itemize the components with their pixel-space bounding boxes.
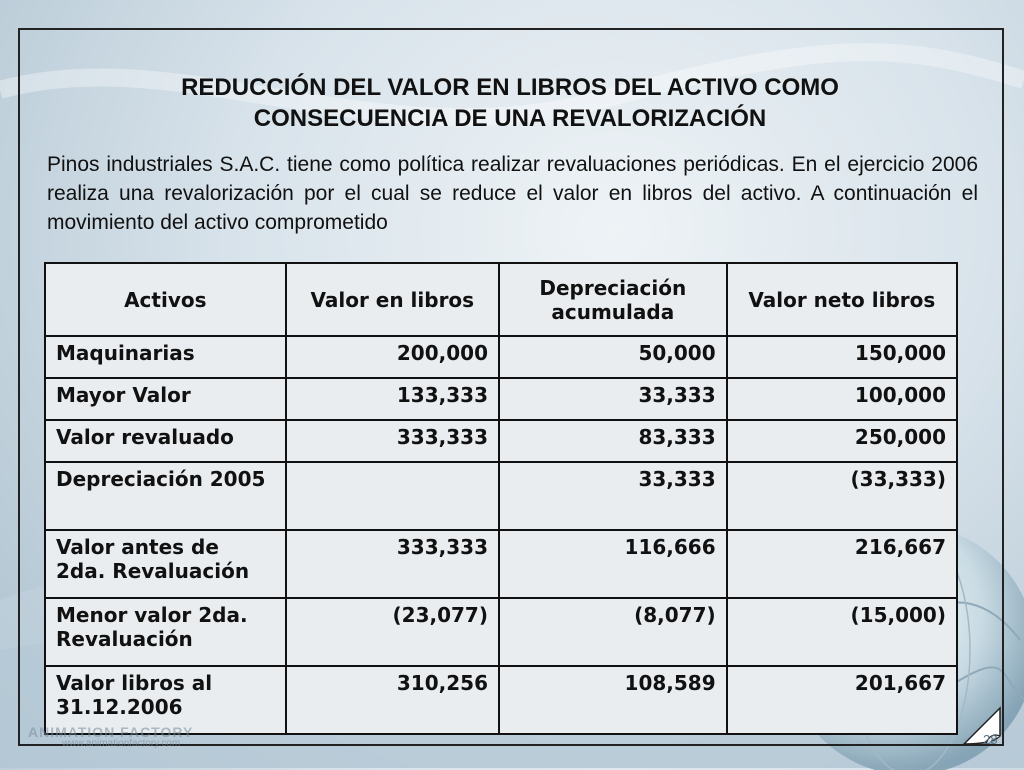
table-cell: 333,333 [284, 529, 500, 599]
table-cell: 333,333 [284, 419, 500, 463]
table-cell: Menor valor 2da. Revaluación [44, 597, 287, 667]
table-cell [284, 461, 500, 531]
table-cell: Valor revaluado [44, 419, 287, 463]
table-cell: 100,000 [725, 377, 959, 421]
slide-frame [18, 28, 1004, 746]
table-cell: 133,333 [284, 377, 500, 421]
table-header-row: Activos Valor en libros Depreciación acu… [44, 262, 959, 337]
page-curl-icon [962, 706, 1001, 745]
slide-title: REDUCCIÓN DEL VALOR EN LIBROS DEL ACTIVO… [60, 72, 960, 134]
table-row: Maquinarias 200,000 50,000 150,000 [44, 335, 959, 379]
table-cell: 116,666 [497, 529, 728, 599]
table-cell: Maquinarias [44, 335, 287, 379]
watermark-url: www.animationfactory.com [62, 738, 181, 749]
table-cell: 150,000 [725, 335, 959, 379]
table-cell: 250,000 [725, 419, 959, 463]
table-cell: 216,667 [725, 529, 959, 599]
table-cell: (8,077) [497, 597, 728, 667]
header-activos: Activos [44, 262, 287, 337]
table-row: Valor revaluado 333,333 83,333 250,000 [44, 419, 959, 463]
table-cell: 33,333 [497, 461, 728, 531]
table-cell: 33,333 [497, 377, 728, 421]
table-row: Valor antes de 2da. Revaluación 333,333 … [44, 529, 959, 599]
table-cell: Valor libros al 31.12.2006 [44, 665, 287, 735]
table-row: Depreciación 2005 33,333 (33,333) [44, 461, 959, 531]
table-row: Menor valor 2da. Revaluación (23,077) (8… [44, 597, 959, 667]
title-line-2: CONSECUENCIA DE UNA REVALORIZACIÓN [253, 105, 767, 132]
table-cell: 201,667 [725, 665, 959, 735]
title-line-1: REDUCCIÓN DEL VALOR EN LIBROS DEL ACTIVO… [181, 74, 839, 101]
table-cell: Depreciación 2005 [44, 461, 287, 531]
table-row: Mayor Valor 133,333 33,333 100,000 [44, 377, 959, 421]
header-valor-neto-libros: Valor neto libros [725, 262, 959, 337]
watermark-logo: ANIMATION FACTORY [28, 724, 194, 740]
table-row: Valor libros al 31.12.2006 310,256 108,5… [44, 665, 959, 735]
header-valor-en-libros: Valor en libros [284, 262, 500, 337]
table-cell: 200,000 [284, 335, 500, 379]
table-cell: Mayor Valor [44, 377, 287, 421]
table-cell: 310,256 [284, 665, 500, 735]
table-cell: (23,077) [284, 597, 500, 667]
table-cell: 83,333 [497, 419, 728, 463]
page-number: 28 [983, 732, 998, 747]
table-cell: 50,000 [497, 335, 728, 379]
intro-paragraph: Pinos industriales S.A.C. tiene como pol… [47, 153, 978, 234]
table-cell: 108,589 [497, 665, 728, 735]
header-depreciacion-acumulada: Depreciación acumulada [497, 262, 728, 337]
table-cell: Valor antes de 2da. Revaluación [44, 529, 287, 599]
table-cell: (15,000) [725, 597, 959, 667]
asset-table: Activos Valor en libros Depreciación acu… [44, 262, 959, 735]
table-cell: (33,333) [725, 461, 959, 531]
